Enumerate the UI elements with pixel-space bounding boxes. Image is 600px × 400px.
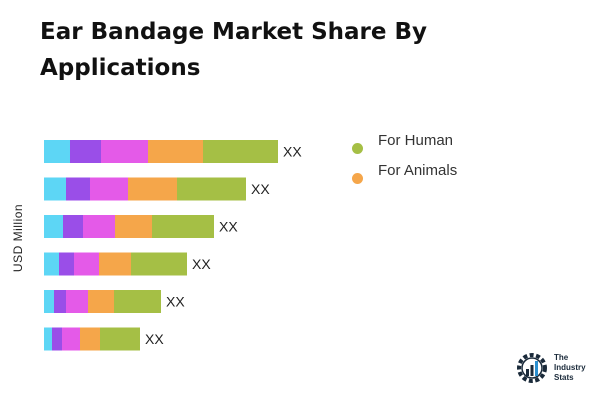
legend-item-human[interactable]: For Human: [352, 128, 457, 158]
brand-name: The Industry Stats: [554, 353, 586, 383]
bar-segment-2-4[interactable]: [128, 177, 177, 201]
legend-label-animals: For Animals: [378, 161, 458, 179]
bar-segment-5-1[interactable]: [44, 290, 54, 313]
bar-segment-4-3[interactable]: [74, 252, 99, 276]
brand-line-1: The: [554, 353, 569, 362]
bar-segment-5-4[interactable]: [88, 290, 114, 313]
legend-swatch-human: [352, 142, 363, 154]
data-label-4: XX: [192, 256, 211, 272]
bar-segment-1-2[interactable]: [70, 140, 101, 163]
bar-segment-1-4[interactable]: [148, 140, 203, 163]
bar-segment-3-1[interactable]: [44, 215, 63, 238]
data-label-3: XX: [219, 219, 238, 235]
bar-segment-6-4[interactable]: [80, 327, 100, 351]
brand-line-3: Stats: [554, 373, 574, 382]
bar-segment-5-3[interactable]: [66, 290, 88, 313]
bar-segment-2-5[interactable]: [177, 177, 246, 201]
legend-swatch-animals: [352, 172, 363, 184]
bar-segment-5-2[interactable]: [54, 290, 66, 313]
bar-segment-4-5[interactable]: [131, 252, 187, 276]
bar-segment-1-1[interactable]: [44, 140, 70, 163]
bar-segment-4-4[interactable]: [99, 252, 131, 276]
legend-item-animals[interactable]: For Animals: [352, 158, 457, 188]
bar-segment-3-2[interactable]: [63, 215, 83, 238]
bar-segment-6-3[interactable]: [62, 327, 80, 351]
bar-segment-6-1[interactable]: [44, 327, 52, 351]
legend: For Human For Animals: [352, 128, 457, 188]
brand-logo: The Industry Stats: [514, 350, 586, 386]
bar-segment-3-5[interactable]: [152, 215, 214, 238]
bar-segment-4-2[interactable]: [59, 252, 74, 276]
brand-line-2: Industry: [554, 363, 586, 372]
chart-title: Ear Bandage Market Share By Applications: [40, 19, 428, 81]
bar-segment-6-5[interactable]: [100, 327, 140, 351]
bar-segment-1-5[interactable]: [203, 140, 278, 163]
bar-segment-3-4[interactable]: [115, 215, 152, 238]
bar-segment-6-2[interactable]: [52, 327, 62, 351]
bar-segment-4-1[interactable]: [44, 252, 59, 276]
bar-segment-1-3[interactable]: [101, 140, 148, 163]
bar-segment-2-2[interactable]: [66, 177, 90, 201]
legend-label-human: For Human: [378, 131, 454, 149]
bar-segment-5-5[interactable]: [114, 290, 161, 313]
data-label-2: XX: [251, 181, 270, 197]
bar-segment-2-3[interactable]: [90, 177, 128, 201]
data-label-5: XX: [166, 294, 185, 310]
data-label-6: XX: [145, 331, 164, 347]
bar-segment-3-3[interactable]: [83, 215, 115, 238]
gear-chart-icon: [517, 353, 547, 383]
bar-segment-2-1[interactable]: [44, 177, 66, 201]
data-label-1: XX: [283, 144, 302, 160]
